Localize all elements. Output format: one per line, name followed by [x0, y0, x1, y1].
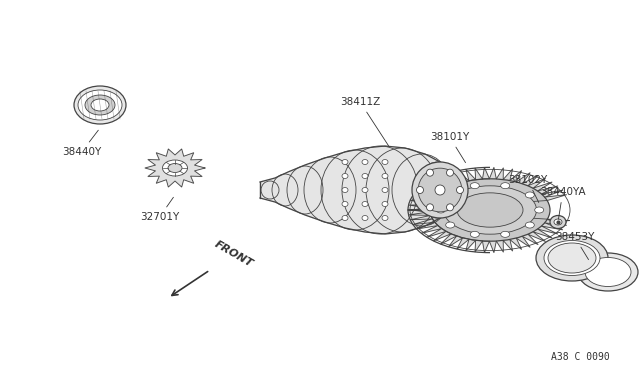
Ellipse shape — [85, 95, 115, 115]
Ellipse shape — [342, 187, 348, 192]
Text: 38453Y: 38453Y — [555, 232, 595, 260]
Ellipse shape — [342, 202, 348, 206]
Ellipse shape — [444, 186, 536, 234]
Ellipse shape — [585, 257, 631, 286]
Ellipse shape — [426, 204, 433, 211]
Ellipse shape — [342, 215, 348, 221]
Ellipse shape — [163, 160, 188, 176]
Ellipse shape — [456, 186, 463, 193]
Text: 38102Y: 38102Y — [508, 175, 547, 202]
Ellipse shape — [430, 179, 550, 241]
Ellipse shape — [525, 192, 534, 198]
Ellipse shape — [362, 187, 368, 192]
Ellipse shape — [500, 231, 509, 237]
Ellipse shape — [168, 164, 182, 173]
Polygon shape — [260, 146, 440, 234]
Ellipse shape — [544, 241, 600, 276]
Ellipse shape — [382, 160, 388, 164]
Ellipse shape — [436, 207, 445, 213]
Ellipse shape — [78, 90, 122, 120]
Ellipse shape — [534, 207, 544, 213]
Ellipse shape — [417, 186, 424, 193]
Ellipse shape — [412, 162, 468, 218]
Ellipse shape — [382, 202, 388, 206]
Text: FRONT: FRONT — [213, 239, 255, 269]
Ellipse shape — [445, 192, 454, 198]
Ellipse shape — [362, 202, 368, 206]
Ellipse shape — [550, 215, 566, 228]
Text: 38101Y: 38101Y — [430, 132, 469, 163]
Text: A38 C 0090: A38 C 0090 — [551, 352, 610, 362]
Ellipse shape — [426, 169, 433, 176]
Ellipse shape — [418, 168, 462, 212]
Text: 32701Y: 32701Y — [140, 197, 179, 222]
Ellipse shape — [548, 243, 596, 273]
Ellipse shape — [342, 160, 348, 164]
Polygon shape — [145, 149, 205, 187]
Ellipse shape — [447, 169, 454, 176]
Ellipse shape — [91, 99, 109, 111]
Text: 38440Y: 38440Y — [62, 130, 101, 157]
Ellipse shape — [500, 183, 509, 189]
Ellipse shape — [470, 183, 479, 189]
Ellipse shape — [445, 222, 454, 228]
Ellipse shape — [74, 86, 126, 124]
Ellipse shape — [362, 215, 368, 221]
Ellipse shape — [457, 193, 523, 227]
Ellipse shape — [554, 219, 562, 225]
Ellipse shape — [382, 187, 388, 192]
Ellipse shape — [447, 204, 454, 211]
Ellipse shape — [470, 231, 479, 237]
Ellipse shape — [382, 173, 388, 179]
Ellipse shape — [342, 173, 348, 179]
Text: 38411Z: 38411Z — [340, 97, 388, 146]
Ellipse shape — [435, 185, 445, 195]
Text: 38440YA: 38440YA — [540, 187, 586, 219]
Ellipse shape — [362, 160, 368, 164]
Ellipse shape — [536, 235, 608, 281]
Ellipse shape — [362, 173, 368, 179]
Polygon shape — [408, 167, 570, 253]
Ellipse shape — [525, 222, 534, 228]
Ellipse shape — [382, 215, 388, 221]
Ellipse shape — [578, 253, 638, 291]
